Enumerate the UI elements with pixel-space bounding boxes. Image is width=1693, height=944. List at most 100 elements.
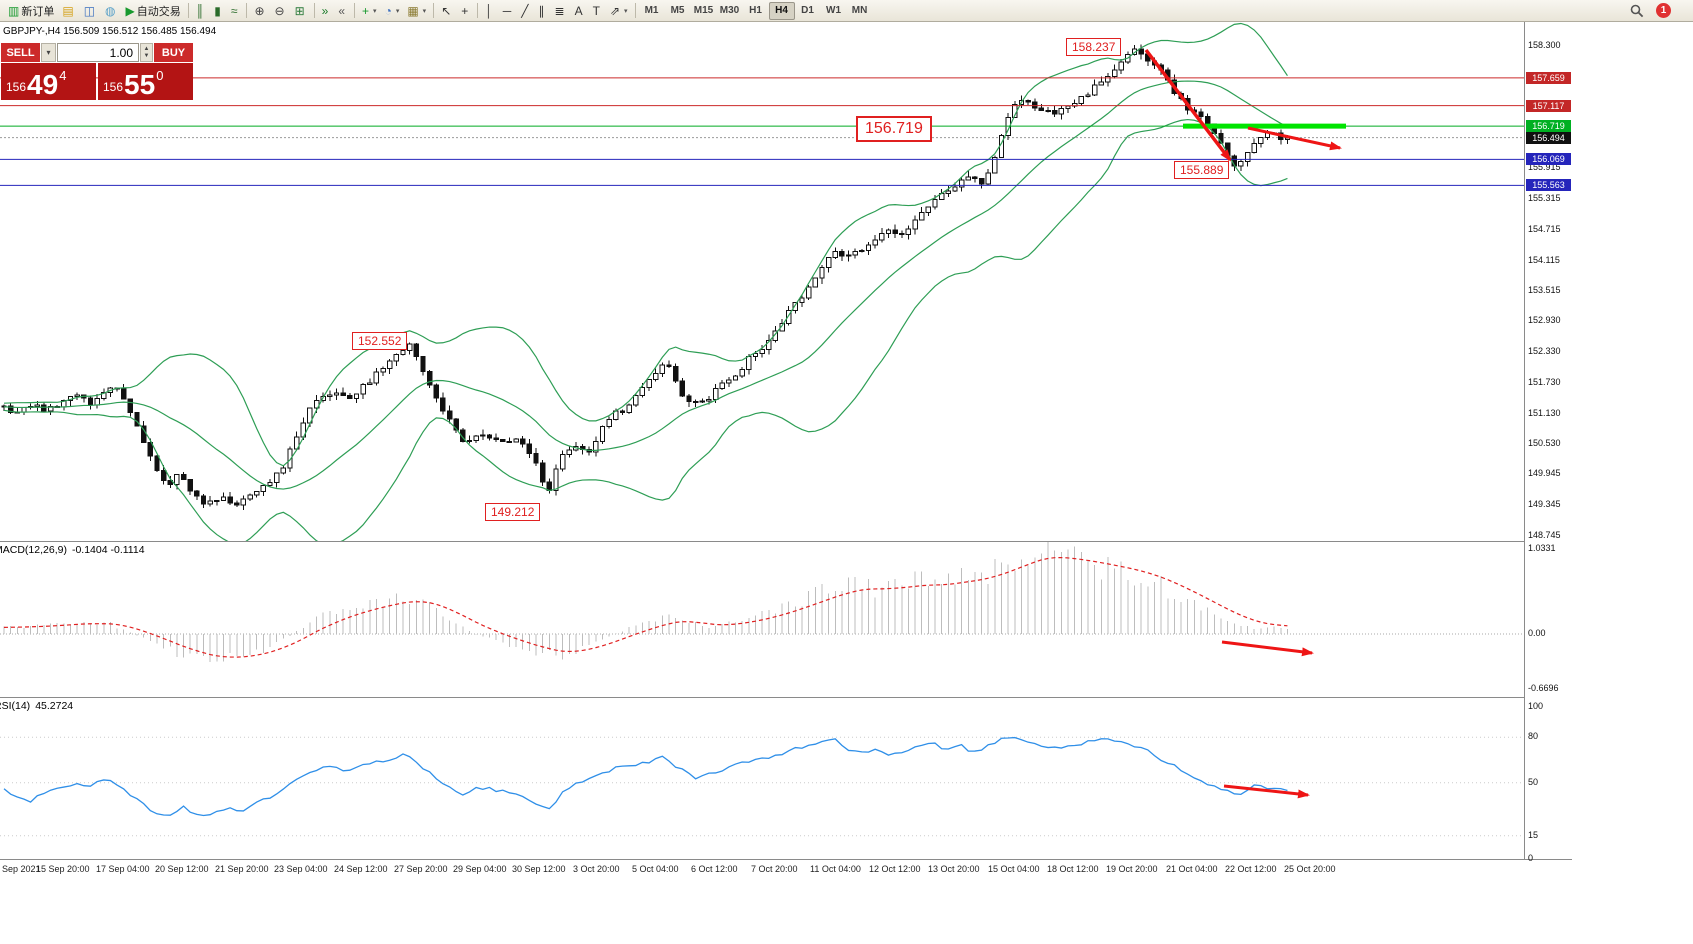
price-tick-label: 155.915: [1528, 162, 1561, 173]
templates-button[interactable]: ▦ ▾: [403, 1, 430, 21]
market-watch-icon: ▤: [62, 3, 74, 18]
price-annotation[interactable]: 149.212: [485, 503, 541, 521]
toolbar-buttons: ▥ 新订单 ▤ ◫ ◍ ▶ 自动交易 ║ ▮ ≈ ⊕ ⊖ ⊞» «+ ▾ ◔ ▾ ▦ ▾ ↖ + │ ─ ╱ ∥ ≣ A T ⇗ ▾ M1 M…: [4, 1, 1630, 21]
autotrade-button[interactable]: ▶ 自动交易: [122, 1, 185, 21]
price-tick-label: 149.345: [1528, 499, 1561, 510]
new-order-button[interactable]: ▥ 新订单: [4, 1, 58, 21]
autotrade-button-label: 自动交易: [136, 5, 181, 18]
rsi-label: RSI(14)45.2724: [0, 700, 74, 712]
price-tick-label: 151.130: [1528, 407, 1561, 418]
text-button[interactable]: A: [571, 1, 589, 21]
data-window-button[interactable]: ◍: [101, 1, 121, 21]
time-tick-label: 17 Sep 04:00: [96, 864, 150, 874]
buy-price-prefix: 156: [103, 80, 124, 94]
timeframe-h1[interactable]: H1: [749, 5, 762, 16]
text-icon: A: [574, 3, 583, 18]
buy-button[interactable]: BUY: [154, 43, 193, 62]
shapes-button[interactable]: ⇗ ▾: [606, 1, 632, 21]
price-annotation[interactable]: 152.552: [352, 332, 408, 350]
time-tick-label: 25 Oct 20:00: [1284, 864, 1336, 874]
chart-shift-button[interactable]: «: [334, 1, 351, 21]
timeframe-m5[interactable]: M5: [670, 5, 685, 16]
auto-scroll-button[interactable]: »: [318, 1, 335, 21]
sell-price-button[interactable]: 156 49 4: [1, 63, 96, 100]
timeframe-m30[interactable]: M30: [719, 5, 740, 16]
timeframe-m15[interactable]: M15: [693, 5, 714, 16]
volume-input[interactable]: 1.00: [57, 43, 139, 62]
zoom-out-button[interactable]: ⊖: [271, 1, 291, 21]
time-tick-label: Sep 2021: [2, 864, 41, 874]
trend-arrow: [1221, 640, 1314, 657]
toolbar-separator: [354, 3, 356, 18]
macd-canvas[interactable]: [0, 542, 1524, 697]
price-level-tag: 156.719: [1526, 120, 1571, 133]
timeframe-w1[interactable]: W1: [826, 5, 842, 16]
navigator-icon: ◫: [83, 3, 96, 18]
zoom-in-button[interactable]: ⊕: [250, 1, 270, 21]
fibonacci-button[interactable]: ≣: [551, 1, 571, 21]
cursor-button[interactable]: ↖: [437, 1, 457, 21]
zoom-out-icon: ⊖: [274, 3, 285, 18]
timeframe-m1[interactable]: M1: [644, 5, 659, 16]
price-chart-canvas[interactable]: [0, 22, 1524, 541]
tile-windows-button[interactable]: ⊞: [291, 1, 311, 21]
sell-button[interactable]: SELL: [1, 43, 40, 62]
trendline-button[interactable]: ╱: [517, 1, 534, 21]
macd-axis-label: -0.6696: [1528, 683, 1559, 694]
channel-button[interactable]: ∥: [535, 1, 551, 21]
time-tick-label: 24 Sep 12:00: [334, 864, 388, 874]
macd-panel: MACD(12,26,9) -0.1404 -0.1114: [0, 541, 1524, 697]
periods-button[interactable]: ◔ ▾: [381, 1, 404, 21]
time-tick-label: 15 Oct 04:00: [988, 864, 1040, 874]
timeframe-h4[interactable]: H4: [768, 1, 795, 20]
price-annotation[interactable]: 156.719: [856, 116, 932, 142]
rsi-canvas[interactable]: [0, 698, 1524, 859]
text-label-button[interactable]: T: [589, 1, 606, 21]
price-tick-label: 149.945: [1528, 468, 1561, 479]
auto-scroll-icon: »: [321, 3, 329, 18]
rsi-axis-label: 100: [1528, 701, 1544, 711]
toolbar-separator: [187, 3, 189, 18]
price-tick-label: 158.300: [1528, 40, 1561, 50]
buy-price-button[interactable]: 156 55 0: [98, 63, 193, 100]
horizontal-line-button[interactable]: ─: [499, 1, 518, 21]
notification-badge[interactable]: 1: [1656, 3, 1671, 18]
crosshair-icon: +: [461, 3, 469, 18]
price-axis[interactable]: 158.300 155.915 155.315 154.715 154.115 153.5…: [1524, 22, 1572, 863]
new-order-button-label: 新订单: [21, 5, 55, 18]
periods-icon: ◔: [384, 3, 392, 18]
price-annotation[interactable]: 158.237: [1066, 38, 1122, 56]
toolbar: ▥ 新订单 ▤ ◫ ◍ ▶ 自动交易 ║ ▮ ≈ ⊕ ⊖ ⊞» «+ ▾ ◔ ▾ ▦ ▾ ↖ + │ ─ ╱ ∥ ≣ A T ⇗ ▾ M1 M…: [0, 0, 1693, 22]
timeframe-d1[interactable]: D1: [801, 5, 814, 16]
candlestick-chart-button[interactable]: ▮: [210, 1, 227, 21]
chart-shift-icon: «: [338, 3, 346, 18]
search-icon[interactable]: [1630, 4, 1644, 18]
candlestick-series: [1, 48, 1291, 506]
fibonacci-icon: ≣: [554, 3, 565, 18]
indicators-button[interactable]: + ▾: [358, 1, 381, 21]
market-watch-button[interactable]: ▤: [58, 1, 79, 21]
price-level-tag: 156.069: [1526, 153, 1571, 166]
vertical-line-button[interactable]: │: [481, 1, 499, 21]
sell-price-prefix: 156: [6, 80, 27, 94]
dropdown-caret-icon[interactable]: ▾: [624, 7, 628, 15]
bar-chart-button[interactable]: ║: [192, 1, 211, 21]
navigator-button[interactable]: ◫: [80, 1, 101, 21]
volume-dropdown[interactable]: ▾: [41, 43, 56, 62]
timeframe-mn[interactable]: MN: [851, 5, 868, 16]
indicators-icon: +: [362, 3, 370, 18]
time-axis[interactable]: Sep 2021 15 Sep 20:00 17 Sep 04:00 20 Sep 1…: [0, 859, 1572, 878]
dropdown-caret-icon[interactable]: ▾: [395, 7, 400, 15]
dropdown-caret-icon[interactable]: ▾: [373, 7, 377, 15]
symbol-ohlc-line: GBPJPY-,H4 156.509 156.512 156.485 156.4…: [3, 26, 217, 37]
volume-spinner[interactable]: ▲ ▼: [140, 43, 153, 62]
price-annotation[interactable]: 155.889: [1174, 161, 1230, 179]
dropdown-caret-icon[interactable]: ▾: [422, 7, 427, 15]
price-tick-label: 155.315: [1528, 193, 1561, 204]
time-tick-label: 5 Oct 04:00: [632, 864, 679, 874]
crosshair-button[interactable]: +: [457, 1, 474, 21]
price-chart-panel: GBPJPY-,H4 156.509 156.512 156.485 156.4…: [0, 22, 1524, 541]
toolbar-separator: [313, 3, 315, 18]
time-tick-label: 19 Oct 20:00: [1106, 864, 1158, 874]
line-chart-button[interactable]: ≈: [227, 1, 244, 21]
